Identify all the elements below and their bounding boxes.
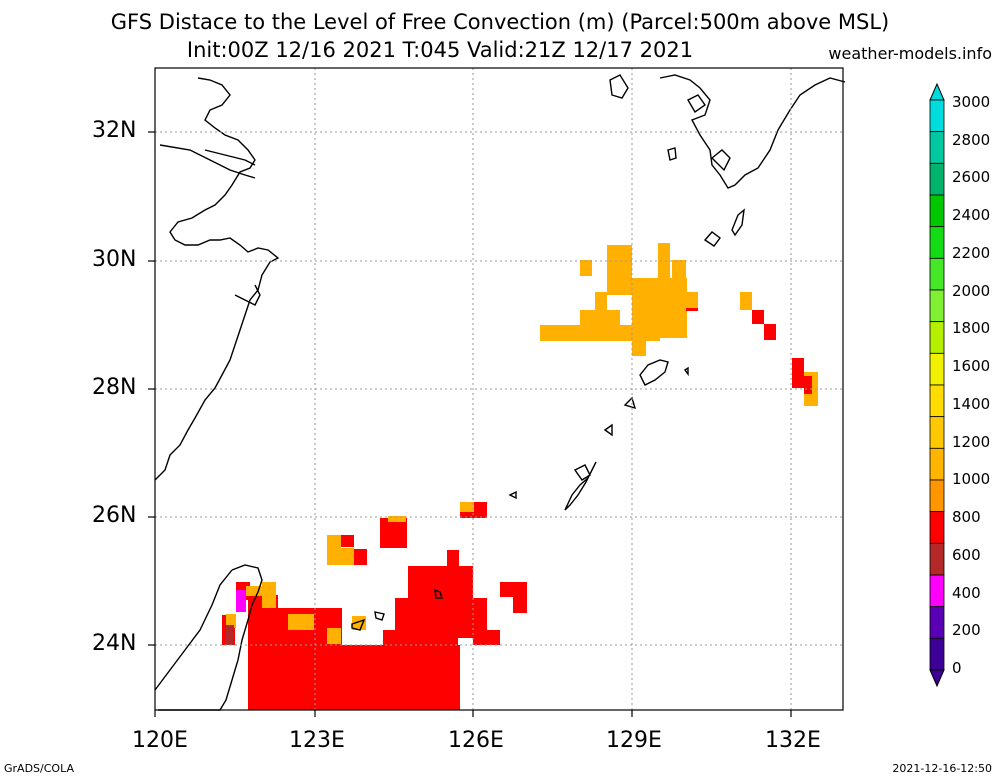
colorbar-label: 2800 — [952, 130, 991, 149]
footer-software: GrADS/COLA — [4, 762, 74, 775]
colorbar-swatch — [929, 194, 945, 228]
lat-label-32n: 32N — [92, 118, 137, 143]
colorbar-swatch — [929, 447, 945, 481]
colorbar-swatch — [929, 162, 945, 196]
colorbar — [929, 82, 945, 688]
colorbar-swatch — [929, 99, 945, 133]
colorbar-swatch — [929, 131, 945, 164]
lat-label-26n: 26N — [92, 503, 137, 528]
map-title: GFS Distace to the Level of Free Convect… — [110, 10, 890, 34]
colorbar-swatch — [929, 511, 945, 544]
colorbar-label: 2400 — [952, 206, 991, 225]
lon-label-129e: 129E — [606, 728, 662, 753]
colorbar-swatch — [929, 574, 945, 608]
colorbar-label: 1000 — [952, 470, 991, 489]
red-field-north — [686, 308, 812, 394]
colorbar-swatch — [929, 321, 945, 354]
lon-label-120e: 120E — [132, 728, 188, 753]
colorbar-label: 3000 — [952, 93, 991, 111]
colorbar-swatch — [929, 416, 945, 449]
colorbar-label: 1200 — [952, 432, 991, 451]
graticule — [155, 68, 843, 710]
low-values-field — [226, 590, 246, 645]
coastlines — [154, 74, 846, 711]
lon-label-126e: 126E — [448, 728, 504, 753]
colorbar-label: 600 — [952, 545, 981, 564]
colorbar-label: 1800 — [952, 319, 991, 338]
footer-timestamp: 2021-12-16-12:50 — [892, 762, 992, 775]
colorbar-swatch — [929, 542, 945, 576]
colorbar-label: 2000 — [952, 281, 991, 300]
colorbar-label: 1400 — [952, 394, 991, 413]
source-site: weather-models.info — [828, 44, 992, 63]
colorbar-label: 2200 — [952, 243, 991, 262]
map-subtitle: Init:00Z 12/16 2021 T:045 Valid:21Z 12/1… — [186, 38, 694, 62]
lfc-field — [222, 243, 818, 710]
colorbar-bottom-arrow — [929, 669, 945, 688]
colorbar-label: 1600 — [952, 357, 991, 376]
colorbar-swatch — [929, 384, 945, 418]
lat-label-28n: 28N — [92, 375, 137, 400]
axis-ticks — [148, 131, 792, 717]
lon-label-123e: 123E — [289, 728, 345, 753]
red-field-south — [222, 502, 527, 710]
colorbar-label: 2600 — [952, 168, 991, 187]
colorbar-swatch — [929, 226, 945, 259]
colorbar-swatch — [929, 606, 945, 639]
lat-label-24n: 24N — [92, 631, 137, 656]
colorbar-label: 0 — [952, 659, 962, 677]
colorbar-swatch — [929, 289, 945, 323]
lat-label-30n: 30N — [92, 247, 137, 272]
colorbar-swatch — [929, 352, 945, 386]
colorbar-label: 800 — [952, 508, 981, 527]
colorbar-label: 400 — [952, 583, 981, 602]
colorbar-top-arrow — [929, 82, 945, 101]
colorbar-swatch — [929, 479, 945, 513]
colorbar-label: 200 — [952, 621, 981, 640]
lon-label-132e: 132E — [765, 728, 821, 753]
colorbar-swatch — [929, 637, 945, 671]
colorbar-swatch — [929, 257, 945, 291]
